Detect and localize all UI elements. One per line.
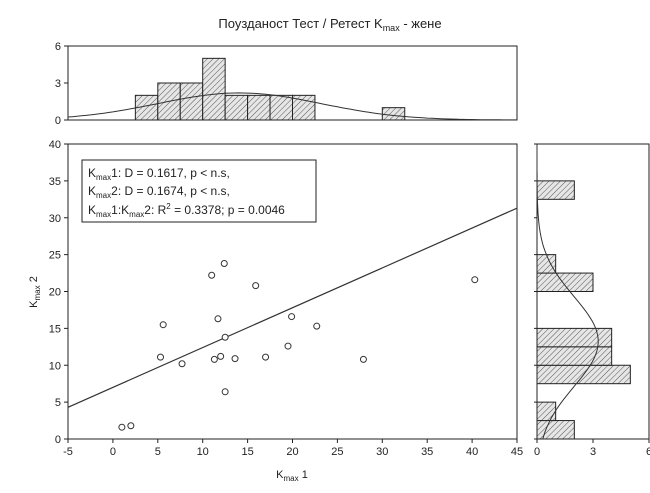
scatter-point — [221, 333, 229, 341]
y-tick-label: 25 — [49, 250, 61, 262]
x-tick-label: 35 — [421, 446, 433, 458]
right-hist-bar — [536, 272, 594, 292]
scatter-point — [220, 259, 228, 267]
scatter-point — [217, 352, 225, 360]
y-tick-label: 5 — [55, 397, 61, 409]
scatter-point — [288, 313, 296, 321]
legend-line-3: Kmax1:Kmax2: R2 = 0.3378; p = 0.0046 — [88, 202, 285, 219]
right-histogram — [536, 144, 631, 440]
axes: -5 0 5 10 15 20 25 30 35 40 4505101520253035400360… — [49, 41, 650, 458]
scatter-point — [284, 342, 292, 350]
top-hist-bar — [247, 94, 271, 121]
scatter-point — [159, 321, 167, 329]
scatter-point — [178, 360, 186, 368]
y-tick-label: 30 — [49, 213, 61, 225]
scatter-point — [127, 422, 135, 430]
scatter-point — [471, 276, 479, 284]
scatter-plot — [67, 207, 518, 431]
scatter-point — [221, 388, 229, 396]
chart-title: Поузданост Тест / Ретест Kmax - жене — [218, 16, 441, 33]
y-tick-label: 15 — [49, 323, 61, 335]
top-hist-y-tick-label: 0 — [55, 115, 61, 127]
y-tick-label: 0 — [55, 434, 61, 446]
right-hist-x-tick-label: 0 — [534, 446, 540, 458]
top-hist-y-tick-label: 6 — [55, 41, 61, 53]
legend-line-1: Kmax1: D = 0.1617, p < n.s, — [88, 166, 230, 182]
right-hist-bar — [536, 327, 613, 348]
x-tick-label: 45 — [511, 446, 523, 458]
legend: Kmax1: D = 0.1617, p < n.s, Kmax2: D = 0… — [81, 159, 317, 223]
right-hist-bar — [536, 254, 557, 274]
regression-line — [67, 207, 518, 408]
right-hist-bar — [536, 420, 575, 440]
top-hist-bar — [269, 94, 293, 121]
x-tick-label: 25 — [331, 446, 343, 458]
y-axis-label: Kmax 2 — [28, 276, 42, 308]
x-tick-label: 5 — [155, 446, 161, 458]
scatter-point — [156, 353, 164, 361]
x-tick-label: -5 — [63, 446, 73, 458]
top-hist-normal-curve — [67, 92, 517, 121]
legend-box — [81, 159, 317, 223]
x-tick-label: 40 — [466, 446, 478, 458]
y-tick-label: 35 — [49, 176, 61, 188]
right-hist-normal-curve — [536, 144, 599, 440]
scatter-point — [214, 315, 222, 323]
legend-line-2: Kmax2: D = 0.1674, p < n.s, — [88, 184, 230, 200]
x-tick-label: 30 — [376, 446, 388, 458]
scatter-point — [313, 322, 321, 330]
scatter-point — [210, 355, 218, 363]
scatter-point — [208, 271, 216, 279]
scatter-point — [262, 353, 270, 361]
right-hist-bar — [536, 346, 613, 366]
x-tick-label: 15 — [241, 446, 253, 458]
x-axis-label: Kmax 1 — [276, 469, 308, 483]
scatter-point — [359, 355, 367, 363]
top-hist-y-tick-label: 3 — [55, 78, 61, 90]
x-tick-label: 10 — [197, 446, 209, 458]
scatter-point — [252, 282, 260, 290]
top-hist-bar — [224, 94, 249, 121]
right-hist-x-tick-label: 3 — [590, 446, 596, 458]
y-tick-label: 20 — [49, 287, 61, 299]
right-hist-bar — [536, 401, 557, 422]
top-hist-bar — [381, 107, 406, 121]
y-tick-label: 10 — [49, 360, 61, 372]
y-tick-label: 40 — [49, 139, 61, 151]
right-hist-bar — [536, 180, 575, 200]
top-histogram — [67, 57, 517, 121]
x-tick-label: 20 — [286, 446, 298, 458]
top-hist-bar — [179, 82, 204, 121]
scatter-point — [231, 355, 239, 363]
x-tick-label: 0 — [110, 446, 116, 458]
scatter-point — [118, 423, 126, 431]
right-hist-x-tick-label: 6 — [646, 446, 650, 458]
top-hist-bar — [202, 57, 226, 121]
